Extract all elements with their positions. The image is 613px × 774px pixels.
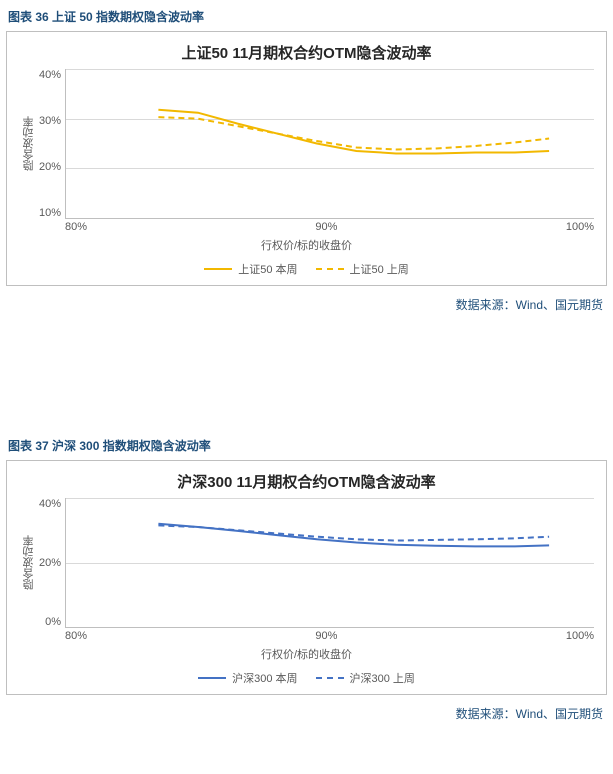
chart-caption: 图表 37 沪深 300 指数期权隐含波动率 xyxy=(8,437,607,454)
y-axis-label: 隐含波动率 xyxy=(19,498,39,628)
x-axis-label: 行权价/标的收盘价 xyxy=(19,646,594,662)
chart-frame-hs300: 沪深300 11月期权合约OTM隐含波动率 隐含波动率 40% 20% 0% 80%… xyxy=(6,460,607,695)
data-source: 数据来源：Wind、国元期货 xyxy=(6,705,603,722)
chart-caption: 图表 36 上证 50 指数期权隐含波动率 xyxy=(8,8,607,25)
x-axis-label: 行权价/标的收盘价 xyxy=(19,237,594,253)
legend-item: 上证50 本周 xyxy=(204,261,297,277)
legend-swatch xyxy=(316,268,344,270)
y-axis-ticks: 40% 20% 0% xyxy=(39,498,65,628)
legend-label: 上证50 本周 xyxy=(238,261,297,277)
y-tick-label: 0% xyxy=(39,616,61,628)
legend-item: 沪深300 上周 xyxy=(316,670,415,686)
x-tick-label: 100% xyxy=(566,221,594,233)
data-source: 数据来源：Wind、国元期货 xyxy=(6,296,603,313)
legend-swatch xyxy=(316,677,344,679)
y-axis-label: 隐含波动率 xyxy=(19,69,39,219)
series-line xyxy=(158,525,549,540)
x-axis-ticks: 80% 90% 100% xyxy=(19,630,594,642)
y-tick-label: 20% xyxy=(39,557,61,569)
chart-legend: 沪深300 本周 沪深300 上周 xyxy=(19,670,594,686)
x-tick-label: 80% xyxy=(65,630,87,642)
series-line xyxy=(158,117,549,149)
chart-frame-sz50: 上证50 11月期权合约OTM隐含波动率 隐含波动率 40%30%20%10% … xyxy=(6,31,607,286)
series-line xyxy=(158,524,549,547)
y-axis-ticks: 40% 30% 20% 10% xyxy=(39,69,65,219)
chart-title: 上证50 11月期权合约OTM隐含波动率 xyxy=(19,42,594,63)
legend-label: 上证50 上周 xyxy=(350,261,409,277)
x-axis-ticks: 80% 90% 100% xyxy=(19,221,594,233)
y-tick-label: 40% xyxy=(39,69,61,81)
x-tick-label: 90% xyxy=(315,630,337,642)
y-tick-label: 20% xyxy=(39,161,61,173)
legend-item: 沪深300 本周 xyxy=(198,670,297,686)
x-tick-label: 80% xyxy=(65,221,87,233)
chart-title: 沪深300 11月期权合约OTM隐含波动率 xyxy=(19,471,594,492)
legend-label: 沪深300 上周 xyxy=(350,670,415,686)
plot-area xyxy=(65,498,594,628)
x-tick-label: 90% xyxy=(315,221,337,233)
y-tick-label: 30% xyxy=(39,115,61,127)
chart-legend: 上证50 本周 上证50 上周 xyxy=(19,261,594,277)
x-tick-label: 100% xyxy=(566,630,594,642)
legend-label: 沪深300 本周 xyxy=(232,670,297,686)
y-tick-label: 40% xyxy=(39,498,61,510)
legend-swatch xyxy=(198,677,226,679)
series-line xyxy=(158,110,549,154)
plot-area xyxy=(65,69,594,219)
legend-item: 上证50 上周 xyxy=(316,261,409,277)
legend-swatch xyxy=(204,268,232,270)
y-tick-label: 10% xyxy=(39,207,61,219)
